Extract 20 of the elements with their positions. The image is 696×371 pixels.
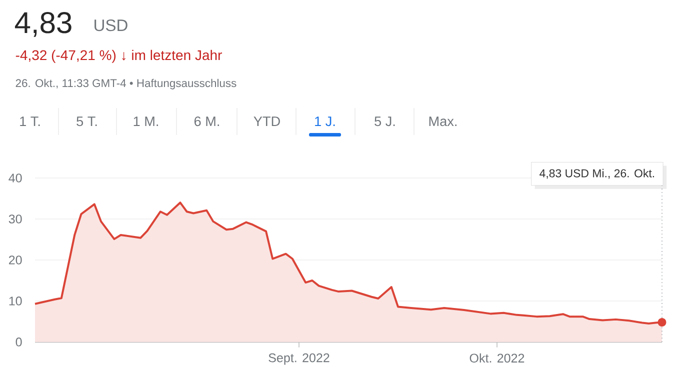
- text: Max.: [429, 116, 456, 126]
- text: 26. Okt., 11:33 GMT-4 • Haftungsausschluss: [16, 78, 236, 90]
- chart-title: 4,83: [14, 12, 72, 37]
- y-tick-label: 0: [16, 338, 22, 346]
- text: 1 J.: [315, 116, 335, 126]
- annotation: 4,83 USD Mi., 26. Okt.: [540, 168, 654, 179]
- x-tick-label: Sept. 2022: [268, 353, 330, 365]
- y-tick-label: 10: [9, 296, 22, 306]
- text: 6 M.: [194, 116, 219, 126]
- text: YTD: [254, 116, 280, 126]
- chart-subtitle: -4,32 (-47,21 %) ↓ im letzten Jahr: [16, 50, 222, 63]
- text: 1 M.: [134, 116, 158, 126]
- text: 5 T.: [76, 116, 97, 126]
- text: USD: [94, 19, 128, 32]
- y-tick-label: 40: [8, 174, 22, 182]
- y-tick-label: 30: [8, 214, 22, 224]
- y-tick-label: 20: [8, 256, 22, 264]
- text: 1 T.: [20, 116, 40, 126]
- x-tick-label: Okt. 2022: [470, 353, 524, 363]
- text: 5 J.: [374, 116, 395, 126]
